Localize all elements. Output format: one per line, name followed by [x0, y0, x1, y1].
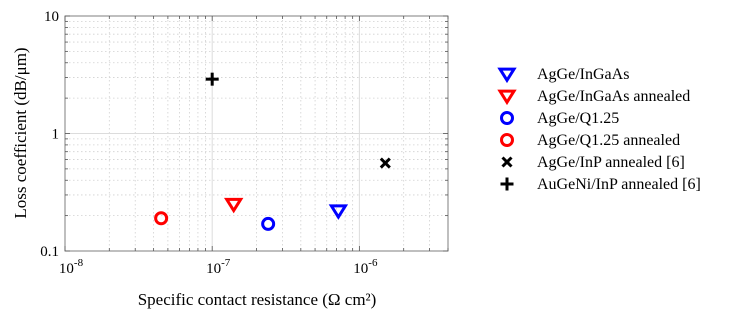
axis-ticks: [64, 15, 449, 252]
legend-item: AgGe/Q1.25 annealed: [500, 132, 680, 149]
legend-item: AgGe/InP annealed [6]: [501, 154, 685, 171]
legend: AgGe/InGaAs AgGe/InGaAs annealed AgGe/Q1.2…: [497, 66, 701, 193]
legend-marker-x: [501, 156, 513, 168]
grid-lines: [64, 15, 449, 252]
circle-marker: [500, 133, 514, 147]
legend-marker-circle: [500, 133, 514, 147]
legend-label: AgGe/InGaAs annealed: [537, 88, 690, 105]
legend-item: AgGe/InGaAs: [497, 66, 629, 84]
legend-marker-triangle-down: [497, 67, 517, 84]
triangle-marker: [223, 197, 244, 214]
legend-label: AgGe/Q1.25 annealed: [537, 132, 680, 149]
x-marker-stroke: [501, 156, 513, 168]
legend-item: AuGeNi/InP annealed [6]: [500, 176, 701, 193]
y-tick-label: 10: [44, 9, 59, 25]
legend-label: AgGe/InGaAs: [537, 66, 629, 83]
triangle-marker: [328, 204, 349, 220]
legend-item: AgGe/InGaAs annealed: [497, 88, 690, 106]
data-point-triangle-down: [328, 204, 349, 220]
data-point-circle: [154, 211, 169, 226]
data-point-plus: [205, 72, 219, 86]
y-axis-label: Loss coefficient (dB/μm): [11, 47, 30, 218]
legend-label: AgGe/InP annealed [6]: [537, 154, 685, 171]
x-tick-label: 10-7: [206, 257, 231, 277]
y-tick-label: 0.1: [40, 244, 59, 260]
legend-marker-triangle-down: [497, 89, 517, 106]
x-axis-label: Specific contact resistance (Ω cm²): [138, 290, 377, 309]
circle-marker: [261, 216, 276, 231]
data-points: [154, 72, 391, 231]
triangle-marker: [497, 89, 517, 106]
circle-marker: [154, 211, 169, 226]
x-tick-label: 10-6: [353, 257, 378, 277]
legend-label: AgGe/Q1.25: [537, 110, 619, 127]
triangle-marker: [497, 67, 517, 84]
data-point-triangle-down: [223, 197, 244, 214]
data-point-x: [379, 157, 391, 169]
legend-label: AuGeNi/InP annealed [6]: [537, 176, 701, 193]
y-tick-label: 1: [52, 127, 60, 143]
x-marker-stroke: [379, 157, 391, 169]
legend-item: AgGe/Q1.25: [500, 110, 619, 127]
data-point-circle: [261, 216, 276, 231]
x-tick-label: 10-8: [59, 257, 84, 277]
axis-tick-labels: 10-8 10-7 10-6 0.1 1 10: [40, 9, 378, 277]
legend-marker-plus: [500, 177, 514, 191]
legend-marker-circle: [500, 111, 514, 125]
circle-marker: [500, 111, 514, 125]
